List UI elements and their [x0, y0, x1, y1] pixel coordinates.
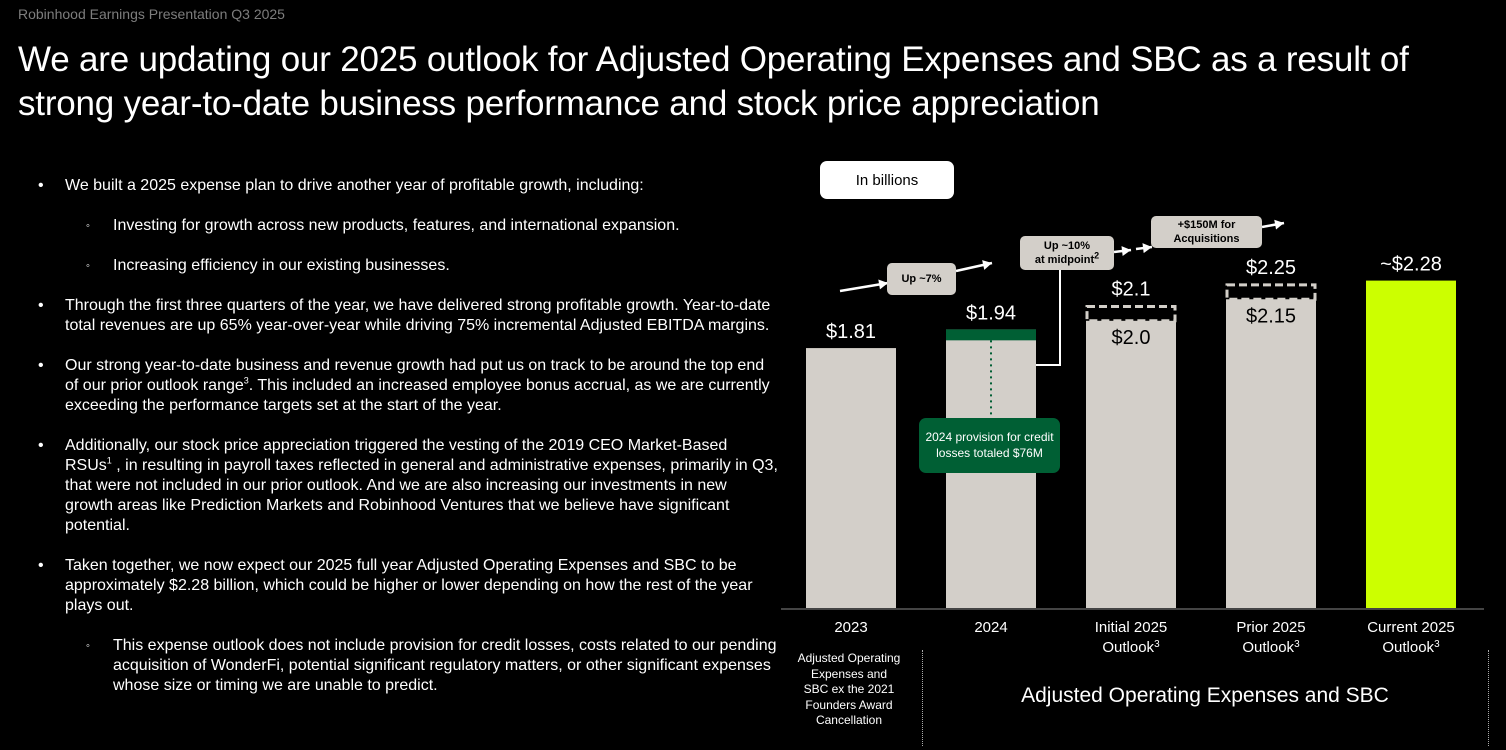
- bar-value-label-low: $2.15: [1246, 305, 1296, 327]
- bullet-item: • Our strong year-to-date business and re…: [38, 357, 770, 414]
- range-dashed-box: [1085, 304, 1177, 323]
- bullet-item: • We built a 2025 expense plan to drive a…: [38, 177, 644, 194]
- footnote-ref: 3: [243, 375, 249, 386]
- category-label: 2024: [974, 619, 1007, 636]
- sub-bullet-icon: ◦: [86, 260, 90, 272]
- provision-segment: [946, 329, 1036, 341]
- footnote-ref: 3: [1434, 639, 1440, 650]
- annotation-acquisitions: +$150M for Acquisitions: [1151, 216, 1262, 248]
- bar-value-label-high: $2.25: [1246, 257, 1296, 279]
- bar-value-label: $1.94: [966, 302, 1016, 324]
- footnote-ref: 3: [1154, 639, 1160, 650]
- category-label: 2023: [834, 619, 867, 636]
- arrow-acq-right-head: [1274, 219, 1284, 230]
- sub-bullet-item: ◦ Increasing efficiency in our existing b…: [86, 257, 450, 274]
- unit-label-box: In billions: [820, 161, 954, 199]
- bullet-icon: •: [38, 557, 44, 574]
- sub-bullet-icon: ◦: [86, 220, 90, 232]
- bar-value-label: $1.81: [826, 321, 876, 343]
- bar-value-label-low: $2.0: [1112, 327, 1151, 349]
- bullet-item: • Additionally, our stock price appreciat…: [38, 437, 778, 534]
- arrow-up-10-right-head: [1121, 246, 1131, 257]
- annotation-up-10: Up ~10% at midpoint2: [1020, 236, 1114, 270]
- bullet-icon: •: [38, 297, 44, 314]
- arrow-acq-left-head: [1142, 243, 1152, 254]
- footnote-ref: 3: [1294, 639, 1300, 650]
- annotation-up-7: Up ~7%: [887, 263, 956, 295]
- arrow-up-7-left-head: [878, 279, 888, 290]
- sub-bullet-item: ◦ Investing for growth across new product…: [86, 217, 680, 234]
- bullet-item: • Taken together, we now expect our 2025 …: [38, 557, 753, 614]
- bar-0: [806, 348, 896, 608]
- page-title: We are updating our 2025 outlook for Adj…: [18, 40, 1409, 123]
- footer-left-note: Adjusted Operating Expenses and SBC ex t…: [797, 651, 901, 727]
- bullet-icon: •: [38, 177, 44, 194]
- footer-main-label: Adjusted Operating Expenses and SBC: [1021, 684, 1389, 707]
- category-label-line2: Outlook3: [1242, 639, 1300, 656]
- category-label-line2: Outlook3: [1382, 639, 1440, 656]
- category-label: Prior 2025: [1236, 619, 1305, 636]
- divider-line: [1488, 650, 1489, 746]
- range-dashed-box: [1225, 283, 1317, 301]
- sub-bullet-item: ◦ This expense outlook does not include p…: [86, 637, 777, 694]
- footnote-ref: 1: [106, 455, 112, 466]
- bullet-icon: •: [38, 437, 44, 454]
- connector-line: [1036, 270, 1061, 366]
- provision-callout: 2024 provision for credit losses totaled…: [919, 418, 1060, 473]
- category-label: Current 2025: [1367, 619, 1455, 636]
- bar-3: [1226, 299, 1316, 608]
- bar-2: [1086, 320, 1176, 608]
- bullet-icon: •: [38, 357, 44, 374]
- category-label-line2: Outlook3: [1102, 639, 1160, 656]
- bar-value-label: ~$2.28: [1380, 254, 1442, 276]
- presentation-header: Robinhood Earnings Presentation Q3 2025: [18, 6, 285, 22]
- arrow-up-7-right-head: [982, 260, 992, 270]
- divider-line: [922, 650, 923, 746]
- category-label: Initial 2025: [1095, 619, 1168, 636]
- bar-4: [1366, 280, 1456, 608]
- bar-value-label-high: $2.1: [1112, 278, 1151, 300]
- bullet-list: • We built a 2025 expense plan to drive a…: [38, 176, 778, 712]
- bullet-item: • Through the first three quarters of the…: [38, 297, 771, 334]
- sub-bullet-icon: ◦: [86, 640, 90, 652]
